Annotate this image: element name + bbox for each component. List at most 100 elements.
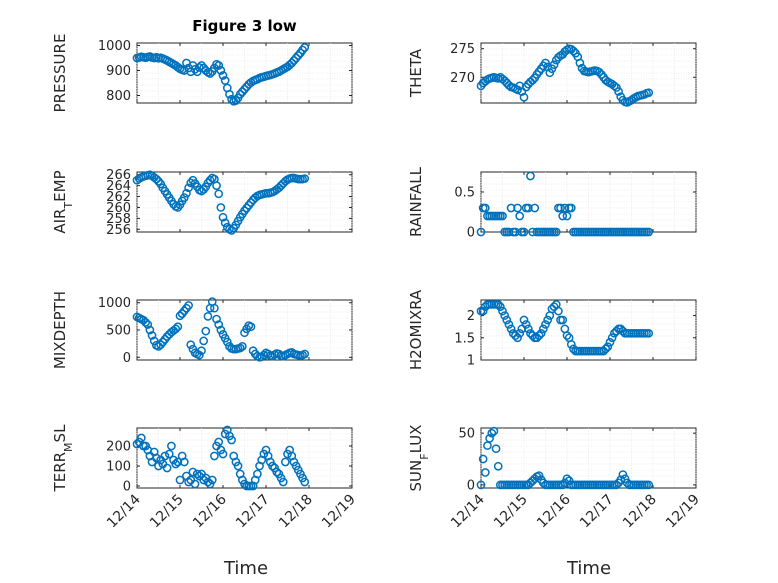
- y-tick-label: 266: [106, 168, 131, 183]
- data-point: [594, 67, 604, 77]
- data-point: [476, 480, 486, 490]
- data-point: [517, 87, 527, 96]
- data-point: [203, 312, 213, 321]
- data-point: [214, 189, 224, 199]
- data-point: [207, 475, 217, 485]
- data-point: [569, 46, 578, 56]
- data-point: [300, 43, 310, 52]
- y-tick-label: 260: [106, 201, 131, 216]
- data-point: [268, 461, 277, 471]
- data-point: [513, 203, 522, 213]
- y-tick-label: 1000: [98, 296, 131, 311]
- data-point: [287, 58, 297, 68]
- y-tick-label: 50: [458, 427, 475, 442]
- data-point: [519, 92, 529, 102]
- data-point: [210, 303, 219, 313]
- data-point: [289, 56, 299, 65]
- subplot-8: 0 50 12/14 12/15 12/16 12/17 12/18 12/19 SUNFLUX: [407, 425, 703, 532]
- data-point: [551, 227, 561, 237]
- data-point: [480, 203, 490, 213]
- data-point: [216, 325, 226, 335]
- data-point: [154, 342, 163, 351]
- subplot-2: 270 275 THETA: [407, 42, 697, 107]
- data-point: [238, 87, 247, 97]
- data-point: [511, 331, 520, 340]
- data-point: [511, 227, 520, 237]
- data-point: [235, 89, 245, 99]
- y-axis-label: TERRMSL: [51, 424, 75, 493]
- y-tick-label: 262: [106, 190, 131, 205]
- data-point: [162, 332, 172, 341]
- data-point: [132, 175, 142, 185]
- data-point: [519, 227, 529, 237]
- data-point: [517, 324, 527, 334]
- y-tick-label: 0: [123, 351, 131, 366]
- data-point: [575, 58, 585, 68]
- data-point: [603, 342, 613, 352]
- y-tick-label: 1: [467, 354, 475, 369]
- data-point: [502, 315, 512, 325]
- y-axis-label: THETA: [407, 48, 425, 98]
- data-point: [152, 453, 161, 463]
- data-point: [300, 477, 310, 487]
- data-point: [205, 69, 215, 78]
- data-point: [184, 301, 193, 310]
- data-point: [218, 449, 228, 459]
- data-point: [173, 322, 183, 332]
- data-point: [543, 315, 553, 325]
- data-point: [644, 88, 654, 98]
- data-point: [562, 474, 572, 484]
- y-tick-label: 800: [106, 89, 131, 104]
- data-point: [141, 318, 150, 327]
- data-point: [274, 183, 284, 193]
- y-tick-label: 1.5: [454, 331, 475, 346]
- data-point: [186, 340, 196, 350]
- y-tick-label: 270: [450, 71, 475, 86]
- subplot-7: 0 100 200 12/14 12/15 12/16 12/17 12/18 12/19 TER…: [51, 424, 359, 531]
- data-point: [195, 350, 204, 360]
- data-point: [222, 337, 232, 347]
- x-tick-label: 12/15: [491, 492, 531, 532]
- data-point: [216, 203, 226, 212]
- data-point: [272, 467, 282, 477]
- data-point: [536, 328, 546, 338]
- x-tick-label: 12/18: [276, 492, 316, 532]
- data-point: [558, 480, 568, 490]
- data-point: [281, 457, 290, 467]
- data-point: [515, 211, 525, 221]
- data-point: [235, 343, 245, 353]
- data-point: [539, 324, 548, 334]
- data-point: [291, 53, 301, 63]
- x-tick-label: 12/16: [190, 491, 230, 531]
- data-point: [179, 457, 189, 467]
- data-point: [523, 203, 533, 213]
- y-axis-label: AIRTEMP: [51, 170, 75, 233]
- x-tick-label: 12/19: [663, 492, 703, 532]
- data-point: [521, 320, 531, 329]
- data-point: [188, 467, 198, 477]
- data-point: [214, 61, 224, 70]
- data-point: [612, 326, 621, 336]
- data-point: [212, 314, 221, 324]
- y-tick-label: 256: [106, 223, 131, 238]
- x-tick-label: 12/14: [448, 491, 488, 531]
- data-point: [480, 468, 490, 477]
- data-point: [558, 315, 568, 325]
- data-point: [506, 203, 516, 213]
- data-point: [566, 203, 576, 213]
- data-point: [300, 174, 310, 183]
- data-point: [182, 188, 191, 198]
- data-point: [609, 81, 619, 91]
- data-point: [644, 328, 654, 338]
- x-tick-label: 12/17: [233, 492, 273, 532]
- data-point: [618, 470, 628, 479]
- data-point: [528, 227, 537, 237]
- data-point: [203, 477, 213, 487]
- data-point: [212, 181, 221, 190]
- y-tick-label: 0: [467, 226, 475, 241]
- data-point: [476, 227, 486, 237]
- data-point: [220, 218, 230, 228]
- data-point: [218, 212, 228, 222]
